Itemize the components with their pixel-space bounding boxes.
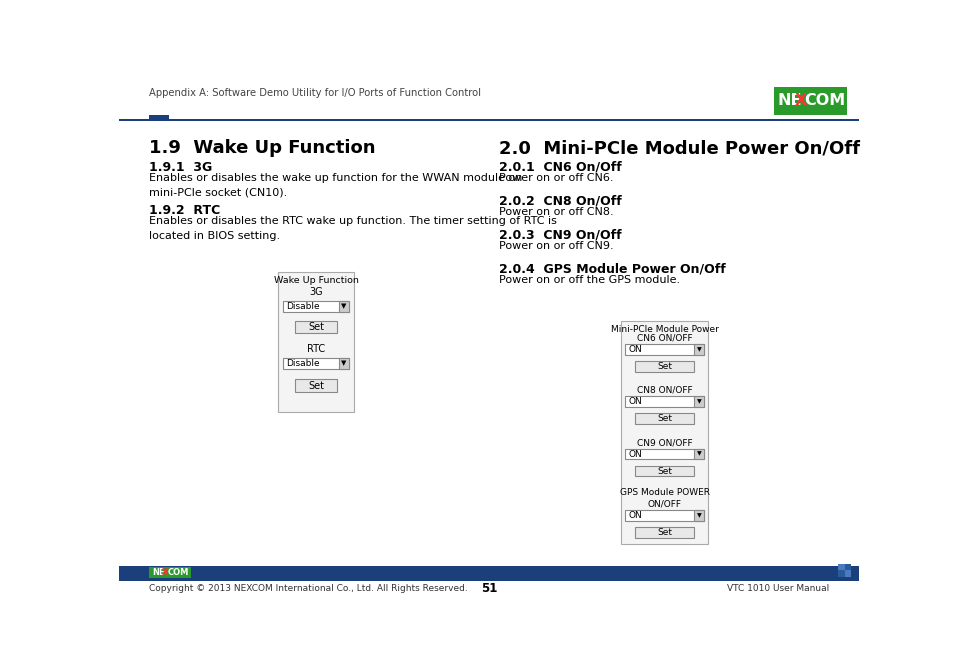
Text: Power on or off the GPS module.: Power on or off the GPS module.	[498, 275, 679, 285]
Bar	[620, 321, 707, 544]
Bar	[282, 301, 349, 312]
Text: ON: ON	[628, 450, 641, 458]
Bar	[635, 413, 694, 424]
Bar	[278, 271, 354, 412]
Text: COM: COM	[803, 93, 844, 108]
Bar	[843, 564, 850, 571]
Bar	[843, 571, 850, 577]
Text: ▼: ▼	[696, 452, 700, 456]
Text: 2.0.2  CN8 On/Off: 2.0.2 CN8 On/Off	[498, 195, 621, 208]
Text: 51: 51	[480, 581, 497, 595]
Text: Mini-PCle Module Power: Mini-PCle Module Power	[610, 325, 718, 334]
Bar	[338, 301, 349, 312]
Text: X: X	[162, 568, 168, 577]
Text: X: X	[794, 93, 806, 108]
Text: Set: Set	[657, 362, 672, 371]
Text: Copyright © 2013 NEXCOM International Co., Ltd. All Rights Reserved.: Copyright © 2013 NEXCOM International Co…	[149, 583, 467, 593]
Text: RTC: RTC	[307, 343, 325, 353]
Text: 1.9.1  3G: 1.9.1 3G	[149, 161, 212, 174]
Bar	[635, 528, 694, 538]
Bar	[294, 321, 336, 333]
Text: Set: Set	[308, 322, 324, 332]
Bar	[119, 119, 858, 121]
Text: 1.9  Wake Up Function: 1.9 Wake Up Function	[149, 139, 375, 157]
Text: NE: NE	[152, 568, 164, 577]
Text: ▼: ▼	[696, 513, 700, 518]
Bar	[624, 396, 703, 407]
Bar	[693, 449, 703, 460]
Bar	[635, 361, 694, 372]
Text: Set: Set	[657, 414, 672, 423]
Text: VTC 1010 User Manual: VTC 1010 User Manual	[726, 583, 828, 593]
Text: CN8 ON/OFF: CN8 ON/OFF	[637, 386, 692, 394]
Text: 2.0.1  CN6 On/Off: 2.0.1 CN6 On/Off	[498, 161, 621, 174]
Bar	[282, 358, 349, 370]
Text: Power on or off CN9.: Power on or off CN9.	[498, 241, 613, 251]
Text: GPS Module POWER
ON/OFF: GPS Module POWER ON/OFF	[619, 488, 709, 509]
Bar	[119, 566, 858, 581]
Text: Disable: Disable	[286, 359, 319, 368]
Bar	[773, 87, 846, 114]
Text: Power on or off CN8.: Power on or off CN8.	[498, 207, 613, 217]
Text: Disable: Disable	[286, 302, 319, 311]
Text: 1.9.2  RTC: 1.9.2 RTC	[149, 204, 220, 217]
Text: ▼: ▼	[696, 347, 700, 352]
Bar	[693, 396, 703, 407]
Text: Enables or disables the RTC wake up function. The timer setting of RTC is
locate: Enables or disables the RTC wake up func…	[149, 216, 556, 241]
Text: ON: ON	[628, 397, 641, 407]
Text: ON: ON	[628, 345, 641, 354]
Text: ▼: ▼	[341, 304, 346, 310]
Text: Enables or disables the wake up function for the WWAN module on
mini-PCle socket: Enables or disables the wake up function…	[149, 173, 521, 198]
Bar	[838, 571, 843, 577]
Text: 2.0.4  GPS Module Power On/Off: 2.0.4 GPS Module Power On/Off	[498, 262, 725, 276]
Bar	[338, 358, 349, 370]
Text: ON: ON	[628, 511, 641, 520]
Text: 3G: 3G	[309, 288, 322, 298]
Bar	[294, 380, 336, 392]
Text: ▼: ▼	[341, 361, 346, 367]
Bar	[149, 114, 169, 121]
Text: 2.0.3  CN9 On/Off: 2.0.3 CN9 On/Off	[498, 228, 621, 241]
Text: CN6 ON/OFF: CN6 ON/OFF	[637, 333, 692, 342]
Text: Set: Set	[308, 380, 324, 390]
Text: Wake Up Function: Wake Up Function	[274, 276, 358, 284]
Bar	[624, 344, 703, 355]
Bar	[149, 567, 192, 578]
Text: COM: COM	[167, 568, 189, 577]
Bar	[693, 344, 703, 355]
Bar	[838, 564, 843, 571]
Text: 2.0  Mini-PCle Module Power On/Off: 2.0 Mini-PCle Module Power On/Off	[498, 139, 859, 157]
Text: Power on or off CN6.: Power on or off CN6.	[498, 173, 613, 183]
Bar	[624, 510, 703, 521]
Text: Set: Set	[657, 466, 672, 476]
Text: CN9 ON/OFF: CN9 ON/OFF	[637, 438, 692, 447]
Text: Set: Set	[657, 528, 672, 537]
Text: NE: NE	[777, 93, 801, 108]
Text: Appendix A: Software Demo Utility for I/O Ports of Function Control: Appendix A: Software Demo Utility for I/…	[149, 88, 480, 98]
Bar	[624, 449, 703, 460]
Bar	[635, 466, 694, 476]
Text: ▼: ▼	[696, 399, 700, 405]
Bar	[693, 510, 703, 521]
